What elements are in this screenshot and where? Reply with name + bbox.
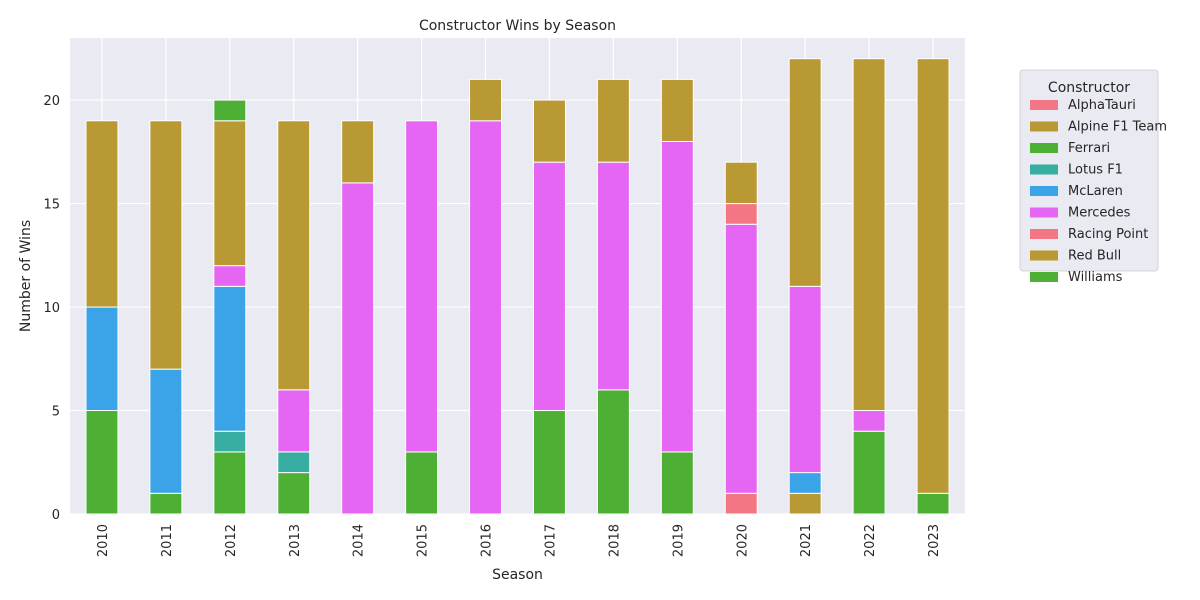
bar-segment <box>660 140 694 453</box>
legend-swatch <box>1030 250 1058 261</box>
bars <box>85 58 950 515</box>
bar-segment <box>532 410 566 515</box>
bar-segment <box>149 492 183 515</box>
chart-title: Constructor Wins by Season <box>419 18 616 34</box>
legend-label: McLaren <box>1068 184 1123 199</box>
y-tick-labels: 0 5 10 15 20 <box>43 94 60 523</box>
bar-segment <box>213 451 247 515</box>
legend-swatch <box>1030 164 1058 175</box>
bar-segment <box>788 472 822 494</box>
y-tick-label: 15 <box>43 198 60 213</box>
bar-segment <box>724 492 758 515</box>
legend-label: Williams <box>1068 270 1123 285</box>
x-tick-label: 2012 <box>224 524 239 557</box>
y-tick-label: 0 <box>52 508 60 523</box>
bar-segment <box>852 430 886 515</box>
bar-segment <box>916 58 950 494</box>
y-tick-label: 10 <box>43 301 60 316</box>
x-tick-label: 2018 <box>607 524 622 557</box>
bar-segment <box>788 492 822 515</box>
bar-segment <box>341 182 375 515</box>
x-tick-label: 2019 <box>671 524 686 557</box>
legend-label: Mercedes <box>1068 206 1131 221</box>
y-tick-label: 20 <box>43 94 60 109</box>
bar-segment <box>213 265 247 287</box>
legend-label: Red Bull <box>1068 249 1121 264</box>
x-tick-label: 2020 <box>735 524 750 557</box>
legend-swatch <box>1030 186 1058 196</box>
bar-segment <box>596 78 630 163</box>
legend-label: AlphaTauri <box>1068 98 1136 113</box>
legend-swatch <box>1030 121 1058 132</box>
bar-segment <box>724 223 758 494</box>
x-tick-label: 2011 <box>160 524 175 557</box>
x-tick-label: 2010 <box>96 524 111 557</box>
bar-segment <box>213 430 247 453</box>
bar-segment <box>788 285 822 474</box>
x-axis-label: Season <box>492 567 543 583</box>
bar-segment <box>660 78 694 142</box>
bar-segment <box>469 78 503 122</box>
bar-segment <box>596 389 630 515</box>
bar-segment <box>469 120 503 515</box>
legend-label: Racing Point <box>1068 227 1148 242</box>
legend-swatch <box>1030 207 1058 218</box>
legend-label: Ferrari <box>1068 141 1110 156</box>
bar-segment <box>724 161 758 205</box>
bar-segment <box>341 120 375 184</box>
bar-segment <box>532 161 566 412</box>
bar-segment <box>660 451 694 515</box>
bar-segment <box>532 99 566 163</box>
legend-swatch <box>1030 100 1058 110</box>
bar-segment <box>405 451 439 515</box>
bar-segment <box>149 120 183 370</box>
legend-swatch <box>1030 143 1058 153</box>
legend-swatch <box>1030 229 1058 239</box>
bar-segment <box>213 120 247 267</box>
y-tick-label: 5 <box>52 405 60 420</box>
x-tick-label: 2013 <box>288 524 303 557</box>
x-tick-labels: 2010 2011 2012 2013 2014 2015 2016 2017 2018 2019… <box>96 524 942 557</box>
legend-label: Alpine F1 Team <box>1068 120 1167 135</box>
x-tick-label: 2014 <box>352 524 367 557</box>
bar-segment <box>277 120 311 391</box>
bar-segment <box>277 389 311 453</box>
plot-area <box>70 38 965 514</box>
bar-segment <box>788 58 822 287</box>
legend: Constructor AlphaTauri Alpine F1 Team Ferr… <box>1019 69 1167 285</box>
bar-segment <box>852 410 886 432</box>
bar-segment <box>85 120 119 308</box>
legend-swatch <box>1030 272 1058 282</box>
bar-segment <box>596 161 630 391</box>
legend-frame <box>1019 69 1159 272</box>
legend-label: Lotus F1 <box>1068 163 1123 178</box>
bar-segment <box>724 203 758 225</box>
x-tick-label: 2015 <box>416 524 431 557</box>
bar-segment <box>277 472 311 515</box>
bar-segment <box>405 120 439 453</box>
bar-segment <box>213 99 247 122</box>
bar-segment <box>85 306 119 412</box>
legend-title: Constructor <box>1048 80 1130 96</box>
x-tick-label: 2022 <box>863 524 878 557</box>
bar-segment <box>85 410 119 515</box>
x-tick-label: 2023 <box>927 524 942 557</box>
x-tick-label: 2017 <box>543 524 558 557</box>
y-axis-label: Number of Wins <box>18 220 34 332</box>
bar-segment <box>213 285 247 432</box>
bar-segment <box>149 368 183 494</box>
x-tick-label: 2021 <box>799 524 814 557</box>
bar-segment <box>852 58 886 412</box>
x-tick-label: 2016 <box>480 524 495 557</box>
bar-segment <box>916 492 950 515</box>
bar-segment <box>277 451 311 474</box>
